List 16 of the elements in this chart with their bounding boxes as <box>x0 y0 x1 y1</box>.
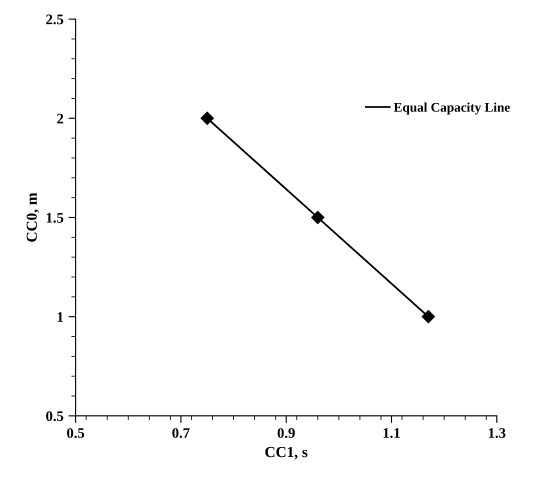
y-tick-label: 2.5 <box>46 14 64 24</box>
y-tick-label: 1 <box>58 312 64 322</box>
y-tick-label: 0.5 <box>46 411 64 422</box>
legend-label: Equal Capacity Line <box>394 102 510 114</box>
y-tick-label: 2 <box>57 114 64 124</box>
x-tick-label: 1.3 <box>488 428 506 438</box>
x-tick-label: 0.9 <box>278 428 295 438</box>
x-tick-label: 1.1 <box>384 428 400 438</box>
x-tick-label: 0.5 <box>67 428 84 438</box>
point <box>422 310 435 324</box>
y-tick-label: 1.5 <box>46 212 64 223</box>
y-axis-title: CC0, m <box>26 192 40 242</box>
x-tick-label: 0.7 <box>172 428 190 438</box>
x-axis-title: CC1, s <box>265 446 308 460</box>
point <box>311 210 324 224</box>
point <box>200 112 214 125</box>
